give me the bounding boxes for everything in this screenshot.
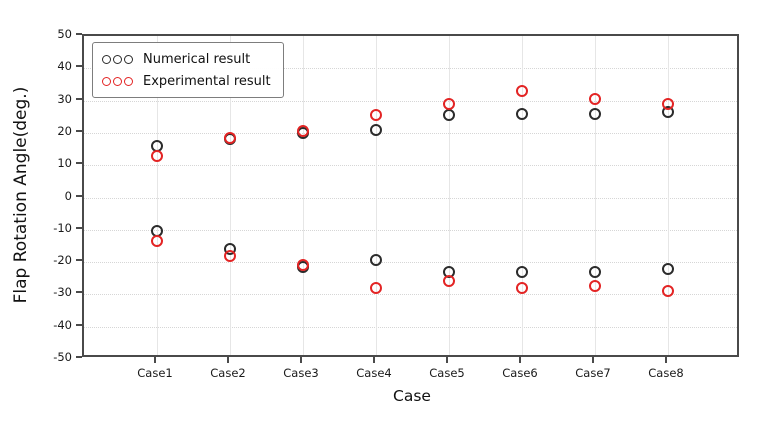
y-tick-label-20: 20: [57, 123, 72, 138]
data-point-numerical-Case4-lower: [370, 254, 382, 267]
data-point-experimental-Case8-lower: [662, 285, 674, 298]
y-axis-label: Flap Rotation Angle(deg.): [11, 86, 31, 304]
data-point-experimental-Case5-lower: [443, 275, 455, 288]
legend-item-numerical: Numerical result: [102, 48, 271, 70]
y-tick--20: [76, 259, 82, 262]
hgridline-40: [84, 68, 737, 70]
vgridline-Case5: [449, 36, 450, 355]
y-tick-20: [76, 129, 82, 132]
x-tick-Case4: [373, 357, 375, 363]
data-point-experimental-Case4-lower: [370, 281, 382, 294]
x-tick-label-Case6: Case6: [502, 366, 538, 380]
data-point-experimental-Case4-upper: [370, 109, 382, 122]
data-point-experimental-Case3-lower: [297, 259, 309, 272]
data-point-experimental-Case7-upper: [589, 92, 601, 105]
vgridline-Case7: [595, 36, 596, 355]
hgridline-0: [84, 197, 737, 199]
legend: Numerical result Experimental result: [92, 42, 284, 98]
x-tick-label-Case7: Case7: [575, 366, 611, 380]
data-point-numerical-Case5-upper: [443, 109, 455, 122]
y-tick-label-30: 30: [57, 91, 72, 106]
hgridline--20: [84, 262, 737, 264]
y-tick--50: [76, 356, 82, 358]
data-point-experimental-Case5-upper: [443, 97, 455, 110]
data-point-experimental-Case1-upper: [151, 149, 163, 162]
data-point-experimental-Case1-lower: [151, 235, 163, 248]
data-point-numerical-Case7-upper: [589, 107, 601, 120]
x-tick-label-Case4: Case4: [356, 366, 392, 380]
x-tick-Case2: [227, 357, 229, 363]
x-axis-label: Case: [393, 387, 431, 405]
y-tick-label--30: -30: [53, 285, 72, 300]
vgridline-Case4: [376, 36, 377, 355]
y-tick-50: [76, 33, 82, 35]
hgridline--30: [84, 294, 737, 296]
y-tick-label-50: 50: [57, 27, 72, 41]
data-point-numerical-Case4-upper: [370, 123, 382, 136]
plot-area: Numerical result Experimental result: [82, 34, 739, 357]
vgridline-Case1: [157, 36, 158, 355]
data-point-experimental-Case7-lower: [589, 280, 601, 293]
y-tick-10: [76, 162, 82, 165]
y-tick-40: [76, 65, 82, 68]
data-point-numerical-Case6-lower: [516, 265, 528, 278]
x-tick-label-Case8: Case8: [648, 366, 684, 380]
data-point-numerical-Case6-upper: [516, 107, 528, 120]
y-tick--10: [76, 226, 82, 229]
x-tick-label-Case2: Case2: [210, 366, 246, 380]
vgridline-Case8: [668, 36, 669, 355]
experimental-marker-icon: [102, 76, 133, 86]
x-tick-Case7: [592, 357, 594, 363]
x-tick-Case8: [665, 357, 667, 363]
y-tick--30: [76, 291, 82, 294]
hgridline--40: [84, 326, 737, 328]
hgridline-30: [84, 100, 737, 102]
y-tick-label--20: -20: [53, 253, 72, 268]
y-tick-label-40: 40: [57, 59, 72, 74]
vgridline-Case2: [230, 36, 231, 355]
x-tick-Case6: [519, 357, 521, 363]
x-tick-label-Case3: Case3: [283, 366, 319, 380]
vgridline-Case6: [522, 36, 523, 355]
data-point-experimental-Case2-upper: [224, 131, 236, 144]
y-tick--40: [76, 323, 82, 326]
data-point-numerical-Case8-lower: [662, 262, 674, 275]
x-tick-Case3: [300, 357, 302, 363]
legend-label-experimental: Experimental result: [143, 73, 271, 89]
data-point-numerical-Case7-lower: [589, 265, 601, 278]
y-tick-label--50: -50: [53, 350, 72, 364]
x-tick-Case5: [446, 357, 448, 363]
legend-label-numerical: Numerical result: [143, 51, 251, 67]
y-tick-label--10: -10: [53, 220, 72, 235]
vgridline-Case3: [303, 36, 304, 355]
data-point-experimental-Case3-upper: [297, 125, 309, 138]
y-tick-30: [76, 97, 82, 100]
hgridline-10: [84, 165, 737, 167]
x-tick-Case1: [154, 357, 156, 363]
y-tick-label-10: 10: [57, 156, 72, 171]
data-point-experimental-Case2-lower: [224, 249, 236, 262]
x-tick-label-Case5: Case5: [429, 366, 465, 380]
data-point-experimental-Case6-upper: [516, 84, 528, 97]
hgridline-20: [84, 132, 737, 134]
y-tick-label--40: -40: [53, 317, 72, 332]
x-tick-label-Case1: Case1: [137, 366, 173, 380]
data-point-experimental-Case8-upper: [662, 97, 674, 110]
y-tick-0: [76, 194, 82, 197]
legend-item-experimental: Experimental result: [102, 70, 271, 92]
hgridline--10: [84, 229, 737, 231]
y-tick-label-0: 0: [64, 188, 72, 203]
numerical-marker-icon: [102, 54, 133, 64]
data-point-experimental-Case6-lower: [516, 281, 528, 294]
